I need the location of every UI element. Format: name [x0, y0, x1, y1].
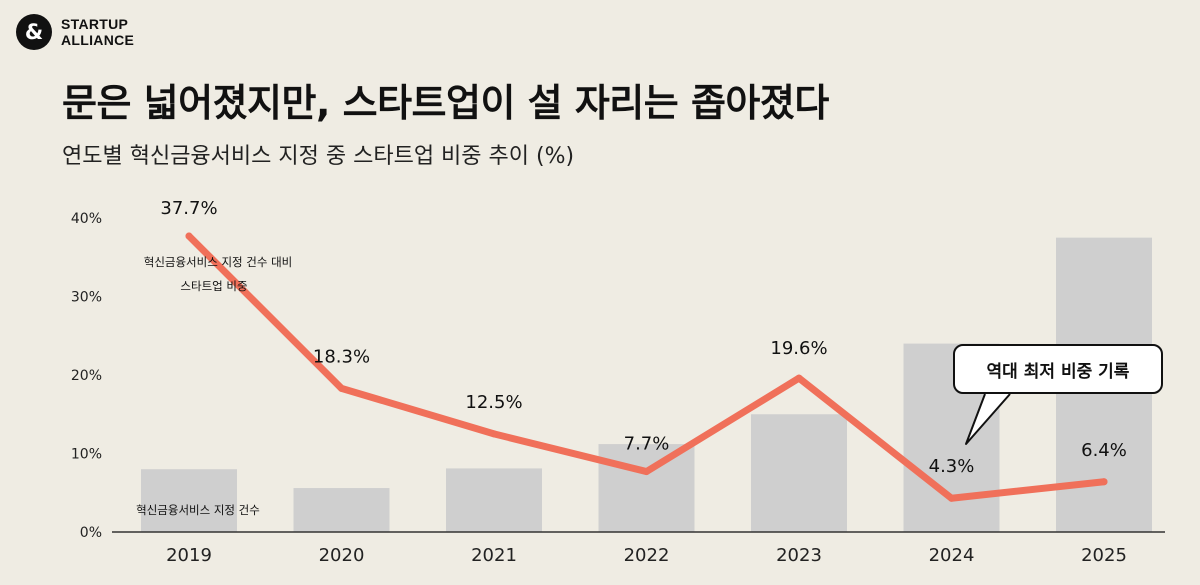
brand-logo: & STARTUP ALLIANCE — [16, 14, 134, 50]
data-label-2021: 12.5% — [465, 392, 522, 413]
line-point-2019 — [185, 232, 193, 240]
bar-series-note: 혁신금융서비스 지정 건수 — [136, 503, 260, 517]
y-tick-label: 20% — [71, 368, 102, 384]
brand-name: STARTUP ALLIANCE — [61, 16, 134, 48]
chart-title: 문은 넓어졌지만, 스타트업이 설 자리는 좁아졌다 — [62, 81, 829, 125]
bar-2019 — [141, 469, 237, 532]
x-tick-label: 2025 — [1081, 545, 1127, 566]
x-tick-label: 2023 — [776, 545, 822, 566]
line-series-note-2: 스타트업 비중 — [180, 279, 247, 293]
line-point-2021 — [490, 430, 498, 438]
line-series-note: 혁신금융서비스 지정 건수 대비 — [144, 255, 293, 269]
x-tick-label: 2024 — [929, 545, 975, 566]
y-tick-label: 40% — [71, 211, 102, 227]
line-point-2023 — [795, 374, 803, 382]
data-label-2024: 4.3% — [929, 456, 975, 477]
y-tick-label: 30% — [71, 290, 102, 306]
bar-2022 — [598, 444, 695, 532]
chart-subtitle: 연도별 혁신금융서비스 지정 중 스타트업 비중 추이 (%) — [62, 144, 575, 169]
line-point-2022 — [643, 468, 650, 476]
data-label-2022: 7.7% — [624, 434, 670, 455]
line-point-2025 — [1100, 478, 1108, 486]
y-tick-label: 0% — [80, 525, 102, 541]
callout-pointer — [965, 393, 1011, 445]
data-label-2019: 37.7% — [160, 198, 217, 219]
line-point-2020 — [338, 384, 345, 392]
ampersand-logo-icon: & — [16, 14, 52, 50]
x-tick-label: 2019 — [166, 545, 212, 566]
bar-2023 — [751, 414, 847, 532]
x-tick-label: 2020 — [319, 545, 365, 566]
data-label-2023: 19.6% — [770, 338, 827, 359]
bar-2020 — [293, 488, 390, 532]
data-label-2020: 18.3% — [313, 346, 370, 367]
bar-2021 — [446, 468, 542, 532]
brand-name-line-1: STARTUP — [61, 16, 129, 32]
callout-record-low: 역대 최저 비중 기록 — [953, 344, 1163, 394]
x-tick-label: 2021 — [471, 545, 517, 566]
brand-name-line-2: ALLIANCE — [61, 32, 135, 48]
line-point-2024 — [948, 494, 955, 502]
x-tick-label: 2022 — [624, 545, 670, 566]
data-label-2025: 6.4% — [1081, 440, 1127, 461]
y-tick-label: 10% — [71, 447, 102, 463]
